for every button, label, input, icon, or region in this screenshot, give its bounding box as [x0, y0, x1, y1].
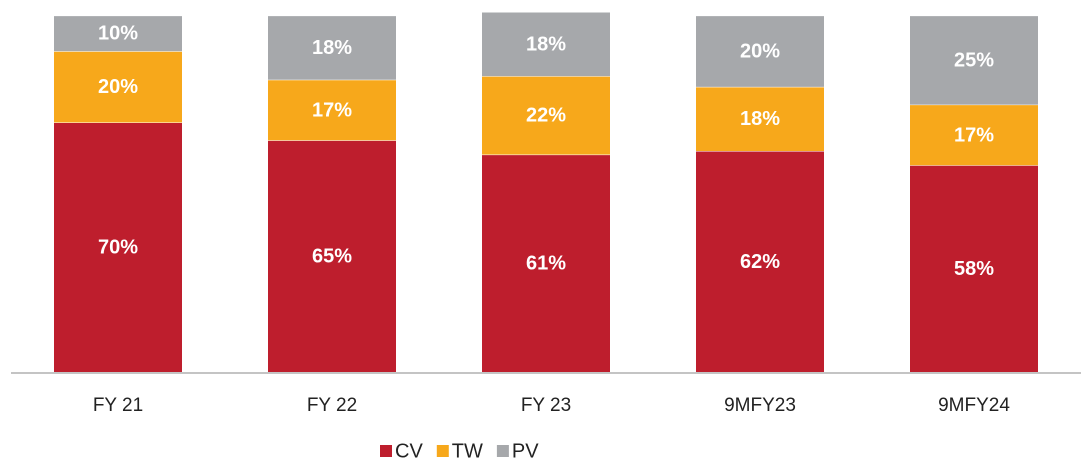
value-label: 20% — [740, 40, 780, 62]
bar-segment — [910, 104, 1038, 166]
legend-label: CV — [395, 440, 423, 461]
bar-segment — [482, 12, 610, 77]
value-label: 25% — [954, 49, 994, 71]
legend-swatch — [436, 445, 449, 457]
legend-label: TW — [452, 440, 483, 461]
x-tick-label: 9MFY23 — [724, 395, 796, 416]
bar-segment — [696, 15, 824, 87]
bar-segment — [54, 122, 182, 372]
legend-label: PV — [512, 440, 539, 461]
value-label: 65% — [312, 245, 352, 267]
bar-segment — [910, 165, 1038, 372]
bar-segment — [268, 15, 396, 80]
value-label: 17% — [954, 124, 994, 146]
value-label: 62% — [740, 251, 780, 273]
value-label: 18% — [526, 33, 566, 55]
legend-swatch — [380, 445, 392, 457]
bar-segment — [482, 76, 610, 155]
value-label: 70% — [98, 237, 138, 259]
value-label: 18% — [740, 108, 780, 130]
value-label: 22% — [526, 105, 566, 127]
bar-segment — [482, 154, 610, 372]
value-label: 20% — [98, 76, 138, 98]
bar-segment — [54, 15, 182, 52]
bar-segment — [268, 79, 396, 141]
value-label: 58% — [954, 258, 994, 280]
x-tick-label: 9MFY24 — [938, 395, 1010, 416]
legend-swatch — [496, 445, 509, 457]
value-label: 61% — [526, 253, 566, 275]
bar-segment — [696, 151, 824, 372]
value-label: 17% — [312, 99, 352, 121]
bar-segment — [54, 51, 182, 123]
bar-segment — [696, 86, 824, 152]
bar-segment — [910, 15, 1038, 105]
x-tick-label: FY 21 — [93, 395, 143, 416]
bar-segment — [268, 140, 396, 372]
x-tick-label: FY 23 — [521, 395, 571, 416]
value-label: 18% — [312, 37, 352, 59]
value-label: 10% — [98, 23, 138, 45]
x-tick-label: FY 22 — [307, 395, 357, 416]
